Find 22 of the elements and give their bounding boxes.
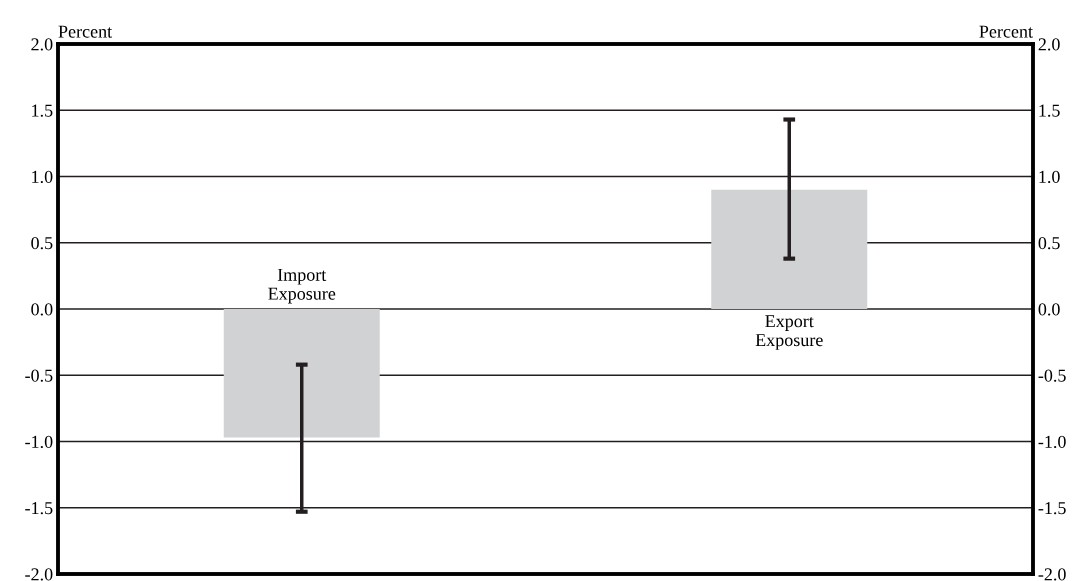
y-tick-label: 2.0	[31, 38, 53, 51]
y2-tick-label: 1.5	[1039, 104, 1060, 117]
y-axis-title: Percent	[58, 25, 113, 38]
y2-axis-title: Percent	[979, 25, 1033, 38]
y-tick-label: -0.5	[25, 369, 53, 382]
x-tick-label: Import Exposure	[268, 268, 336, 304]
y2-tick-label: 1.0	[1039, 170, 1060, 184]
y2-tick-label: -0.5	[1038, 369, 1066, 382]
y-tick-label: 1.0	[32, 170, 53, 184]
y2-tick-label: -1.0	[1038, 435, 1066, 449]
y2-tick-label: 2.0	[1038, 38, 1060, 51]
y2-tick-label: 0.5	[1038, 237, 1060, 250]
y2-tick-label: -2.0	[1038, 568, 1066, 581]
y-tick-label: 0.0	[31, 303, 53, 316]
y-tick-label: -2.0	[25, 568, 53, 581]
y2-tick-label: 0.0	[1038, 303, 1060, 316]
y-tick-label: -1.5	[25, 502, 53, 515]
y-tick-label: 0.5	[31, 237, 53, 250]
y-tick-label: -1.0	[25, 435, 53, 449]
x-tick-label: Export Exposure	[755, 315, 823, 350]
y2-tick-label: -1.5	[1038, 502, 1066, 515]
y-tick-label: 1.5	[32, 104, 53, 117]
